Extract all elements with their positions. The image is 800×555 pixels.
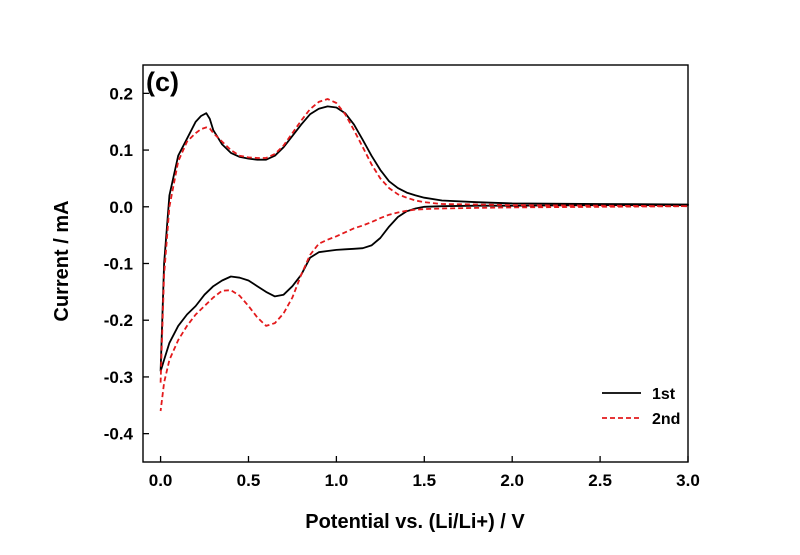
- y-tick-label: -0.3: [104, 368, 133, 387]
- x-tick-label: 0.0: [149, 471, 173, 490]
- legend: 1st 2nd: [602, 386, 680, 428]
- x-tick-label: 1.5: [412, 471, 436, 490]
- y-tick-label: 0.1: [109, 141, 133, 160]
- y-tick-label: 0.2: [109, 84, 133, 103]
- series-line-1st: [159, 105, 689, 372]
- y-tick-label: 0.0: [109, 198, 133, 217]
- plot-frame: [142, 64, 689, 463]
- x-axis-title: Potential vs. (Li/Li+) / V: [305, 511, 525, 533]
- y-tick-label: -0.4: [104, 425, 134, 444]
- y-tick-label: -0.1: [104, 255, 133, 274]
- x-tick-label: 3.0: [676, 471, 700, 490]
- x-tick-label: 2.0: [500, 471, 524, 490]
- x-tick-label: 2.5: [588, 471, 612, 490]
- panel-label: (c): [146, 67, 179, 97]
- legend-label-2nd: 2nd: [652, 411, 680, 428]
- series-line-2nd: [159, 98, 689, 412]
- x-tick-label: 0.5: [237, 471, 261, 490]
- y-axis-ticks: 0.2 0.1 0.0 -0.1 -0.2 -0.3 -0.4: [104, 84, 149, 444]
- x-axis-ticks: 0.0 0.5 1.0 1.5 2.0 2.5 3.0: [149, 456, 700, 490]
- legend-label-1st: 1st: [652, 386, 676, 403]
- series-layer: [159, 98, 689, 412]
- x-tick-label: 1.0: [325, 471, 349, 490]
- y-axis-title: Current / mA: [51, 200, 73, 321]
- y-tick-label: -0.2: [104, 311, 133, 330]
